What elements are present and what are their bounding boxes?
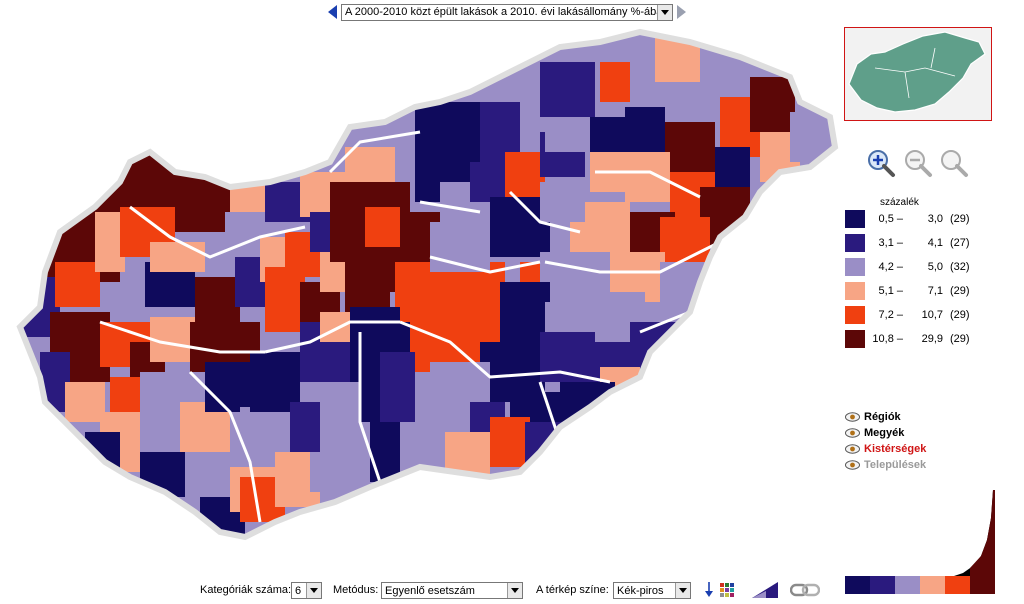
distribution-bar <box>870 576 895 594</box>
chevron-down-icon[interactable] <box>507 583 522 598</box>
legend-swatch <box>845 210 865 228</box>
indicator-select[interactable]: A 2000-2010 közt épült lakások a 2010. é… <box>341 3 673 21</box>
categories-label: Kategóriák száma: <box>200 584 292 596</box>
legend-low: 0,5 – <box>878 213 903 225</box>
chevron-down-icon[interactable] <box>657 4 672 20</box>
legend-unit: százalék <box>880 197 919 208</box>
legend-count: (32) <box>950 261 970 273</box>
legend-swatch <box>845 282 865 300</box>
overview-minimap[interactable] <box>844 27 992 121</box>
legend-low: 4,2 – <box>878 261 903 273</box>
distribution-bar <box>895 576 920 594</box>
categories-value: 6 <box>295 584 302 597</box>
legend-swatch <box>845 306 865 324</box>
indicator-bar: A 2000-2010 közt épült lakások a 2010. é… <box>328 2 686 22</box>
distribution-chart <box>845 490 995 594</box>
chevron-down-icon[interactable] <box>306 583 321 598</box>
minimap-shape <box>848 31 986 113</box>
chevron-down-icon[interactable] <box>675 583 690 598</box>
distribution-bar <box>970 568 995 594</box>
categories-select[interactable]: 6 <box>291 582 322 599</box>
method-value: Egyenlő esetszám <box>385 584 475 597</box>
method-label: Metódus: <box>333 584 379 596</box>
eye-icon <box>845 444 860 454</box>
layer-label: Régiók <box>864 411 901 423</box>
layer-toggle-regions[interactable]: Régiók <box>845 409 926 425</box>
indicator-select-value: A 2000-2010 közt épült lakások a 2010. é… <box>345 6 657 18</box>
previous-indicator-arrow-icon[interactable] <box>328 5 337 19</box>
legend-high: 29,9 <box>921 333 943 345</box>
legend-count: (27) <box>950 237 970 249</box>
zoom-in-button[interactable] <box>866 148 896 178</box>
choropleth-map[interactable] <box>0 22 840 578</box>
legend-swatch <box>845 234 865 252</box>
eye-icon <box>845 460 860 470</box>
legend-high: 4,1 <box>927 237 943 249</box>
zoom-out-icon <box>905 150 932 177</box>
legend-count: (29) <box>950 285 970 297</box>
legend-count: (29) <box>950 333 970 345</box>
legend-high: 3,0 <box>927 213 943 225</box>
map-color-value: Kék-piros <box>617 584 664 597</box>
layer-label: Megyék <box>864 427 905 439</box>
zoom-reset-button[interactable] <box>939 148 969 178</box>
legend-low: 5,1 – <box>878 285 903 297</box>
bottom-controls: Kategóriák száma: 6 Metódus: Egyenlő ese… <box>0 581 1024 601</box>
map-color-select[interactable]: Kék-piros <box>613 582 691 599</box>
legend-low: 7,2 – <box>878 309 903 321</box>
layer-toggle-settlements[interactable]: Települések <box>845 457 926 473</box>
eye-icon <box>845 412 860 422</box>
distribution-bar <box>845 576 870 594</box>
legend-low: 10,8 – <box>872 333 903 345</box>
legend-count: (29) <box>950 213 970 225</box>
gradient-icon[interactable] <box>752 581 778 599</box>
legend-swatch <box>845 330 865 348</box>
eye-icon <box>845 428 860 438</box>
zoom-in-icon <box>868 150 895 177</box>
legend-high: 10,7 <box>921 309 943 321</box>
legend-count: (29) <box>950 309 970 321</box>
zoom-out-button[interactable] <box>903 148 933 178</box>
palette-icon[interactable] <box>719 582 735 598</box>
layer-toggle-subregions[interactable]: Kistérségek <box>845 441 926 457</box>
sort-icon[interactable] <box>703 581 715 599</box>
layer-toggle-counties[interactable]: Megyék <box>845 425 926 441</box>
link-icon[interactable] <box>790 583 820 597</box>
distribution-bar <box>945 576 970 594</box>
next-indicator-arrow-icon[interactable] <box>677 5 686 19</box>
layer-label: Kistérségek <box>864 443 927 455</box>
method-select[interactable]: Egyenlő esetszám <box>381 582 523 599</box>
legend-low: 3,1 – <box>878 237 903 249</box>
layer-toggles: Régiók Megyék Kistérségek Települések <box>845 409 926 473</box>
legend-high: 5,0 <box>927 261 943 273</box>
distribution-bar <box>920 576 945 594</box>
layer-label: Települések <box>864 459 927 471</box>
legend-high: 7,1 <box>927 285 943 297</box>
legend-swatch <box>845 258 865 276</box>
map-color-label: A térkép színe: <box>536 584 609 596</box>
zoom-reset-icon <box>941 150 968 177</box>
